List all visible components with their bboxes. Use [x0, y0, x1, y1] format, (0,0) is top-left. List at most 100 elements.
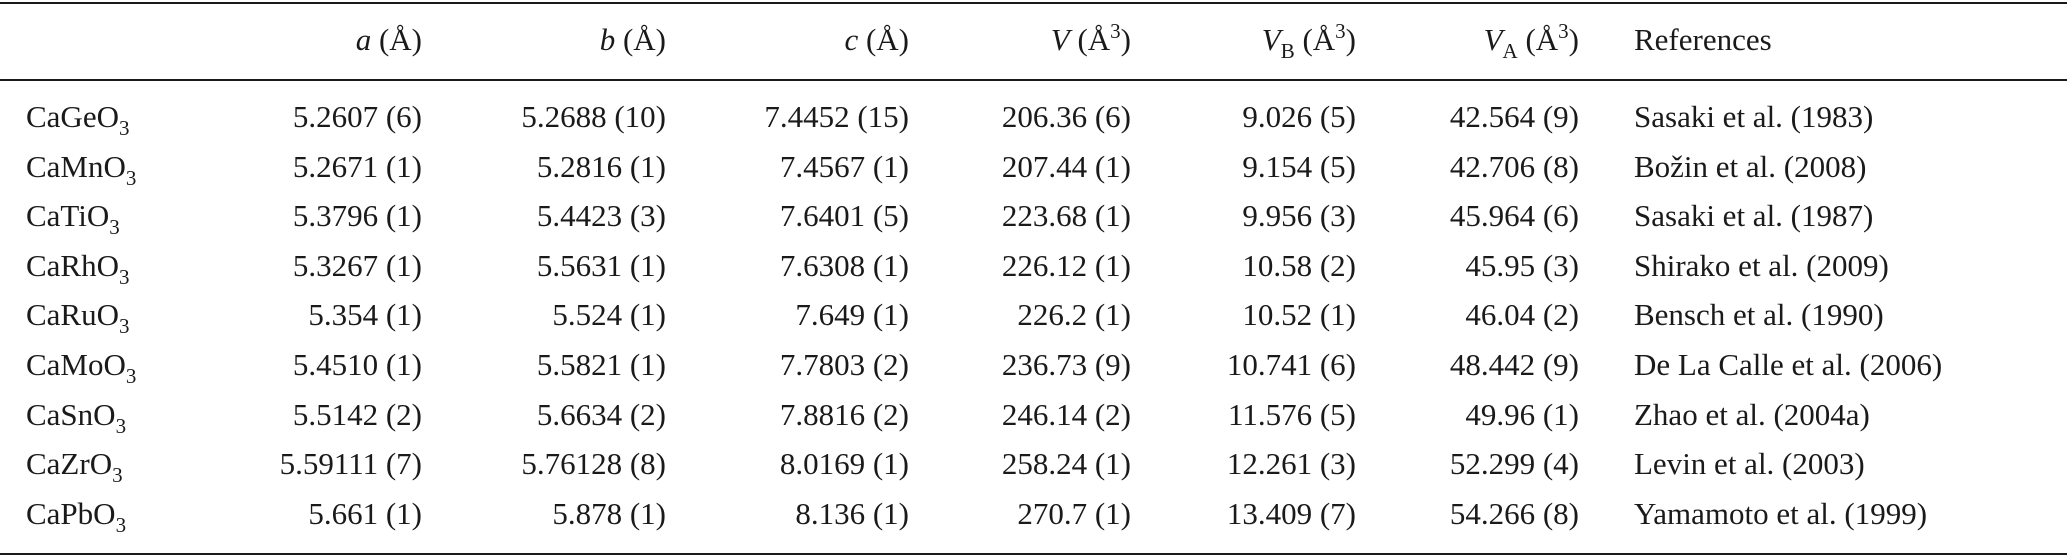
value-cell: 7.4567 (1) [779, 148, 909, 184]
text-segment: V [1483, 22, 1503, 57]
text-segment: CaGeO [26, 99, 119, 134]
reference-cell: Sasaki et al. (1983) [1634, 99, 1874, 134]
text-segment: (Å) [371, 22, 422, 57]
value-cell: 49.96 (1) [1465, 396, 1579, 432]
reference-cell: Božin et al. (2008) [1634, 148, 1867, 184]
text-segment: CaMoO [26, 347, 126, 382]
value-cell: 5.2816 (1) [536, 148, 666, 184]
value-cell: 5.5821 (1) [536, 347, 666, 382]
value-cell: 246.14 (2) [1001, 396, 1131, 432]
value-cell: 54.266 (8) [1449, 495, 1579, 531]
value-cell: 13.409 (7) [1226, 495, 1356, 531]
value-cell: 8.136 (1) [795, 495, 909, 531]
text-segment: b [599, 22, 616, 57]
text-segment: CaPbO [26, 495, 116, 531]
value-cell: 52.299 (4) [1449, 446, 1579, 482]
value-cell: 5.6634 (2) [536, 396, 666, 432]
value-cell: 7.6401 (5) [779, 198, 909, 234]
value-cell: 10.741 (6) [1226, 347, 1356, 382]
value-cell: 5.2671 (1) [292, 148, 422, 184]
text-segment: 3 [112, 463, 123, 488]
text-segment: ) [1120, 22, 1131, 57]
text-segment: 3 [115, 413, 127, 438]
text-segment: V [1050, 22, 1070, 57]
text-segment: CaZrO [26, 446, 113, 482]
text-segment: CaMnO [26, 148, 126, 184]
text-segment: (Å) [858, 22, 909, 57]
header-rule [0, 79, 2067, 81]
text-segment: 3 [119, 264, 130, 289]
text-segment: ) [1345, 22, 1356, 57]
text-segment: 3 [1110, 19, 1121, 43]
value-cell: 7.6308 (1) [779, 247, 909, 283]
value-cell: 45.95 (3) [1465, 247, 1579, 283]
reference-cell: Levin et al. (2003) [1634, 446, 1865, 482]
value-cell: 45.964 (6) [1449, 198, 1579, 234]
bottom-rule [0, 553, 2067, 555]
reference-cell: Bensch et al. (1990) [1634, 297, 1884, 333]
text-segment: c [844, 22, 859, 57]
value-cell: 11.576 (5) [1228, 396, 1356, 432]
value-cell: 8.0169 (1) [779, 446, 909, 482]
text-segment: 3 [115, 512, 127, 537]
value-cell: 7.7803 (2) [779, 347, 909, 382]
text-segment: CaRhO [26, 247, 119, 283]
top-rule [0, 2, 2067, 4]
text-segment: a [355, 22, 372, 57]
value-cell: 42.706 (8) [1449, 148, 1579, 184]
formula-cell: CaMnO3 [26, 147, 136, 190]
value-cell: 5.661 (1) [308, 495, 422, 531]
text-segment: 3 [1335, 19, 1346, 43]
value-cell: 226.2 (1) [1017, 297, 1131, 333]
text-segment: A [1502, 39, 1518, 63]
text-segment: CaTiO [26, 198, 110, 234]
text-segment: (Å [1294, 22, 1336, 57]
column-header: VA (Å3) [1483, 19, 1579, 63]
value-cell: 236.73 (9) [1001, 347, 1131, 382]
value-cell: 270.7 (1) [1017, 495, 1131, 531]
value-cell: 5.5142 (2) [292, 396, 422, 432]
value-cell: 9.154 (5) [1242, 148, 1356, 184]
value-cell: 5.3796 (1) [292, 198, 422, 234]
value-cell: 10.58 (2) [1242, 247, 1356, 283]
text-segment: CaSnO [26, 396, 116, 432]
formula-cell: CaRhO3 [26, 246, 130, 289]
value-cell: 42.564 (9) [1449, 99, 1579, 134]
column-header: VB (Å3) [1261, 19, 1356, 63]
column-header: References [1634, 20, 1772, 60]
value-cell: 46.04 (2) [1465, 297, 1579, 333]
column-header: a (Å) [356, 20, 422, 60]
value-cell: 7.8816 (2) [779, 396, 909, 432]
value-cell: 5.5631 (1) [536, 247, 666, 283]
value-cell: 5.2607 (6) [292, 99, 422, 134]
text-segment: B [1280, 39, 1295, 63]
text-segment: (Å) [615, 22, 666, 57]
value-cell: 48.442 (9) [1449, 347, 1579, 382]
text-segment: 3 [1558, 19, 1569, 43]
text-segment: References [1634, 22, 1772, 57]
formula-cell: CaGeO3 [26, 97, 129, 140]
formula-cell: CaMoO3 [26, 345, 136, 388]
value-cell: 12.261 (3) [1226, 446, 1356, 482]
text-segment: (Å [1069, 22, 1111, 57]
value-cell: 5.878 (1) [552, 495, 666, 531]
value-cell: 5.524 (1) [552, 297, 666, 333]
value-cell: 5.2688 (10) [521, 99, 666, 134]
formula-cell: CaSnO3 [26, 395, 126, 438]
value-cell: 5.76128 (8) [521, 446, 666, 482]
value-cell: 7.649 (1) [795, 297, 909, 333]
text-segment: 3 [125, 165, 137, 190]
text-segment: CaRuO [26, 297, 119, 333]
text-segment: V [1261, 22, 1281, 57]
value-cell: 7.4452 (15) [764, 99, 909, 134]
value-cell: 207.44 (1) [1001, 148, 1131, 184]
value-cell: 258.24 (1) [1001, 446, 1131, 482]
column-header: V (Å3) [1050, 19, 1131, 63]
value-cell: 5.4423 (3) [536, 198, 666, 234]
value-cell: 5.3267 (1) [292, 247, 422, 283]
formula-cell: CaPbO3 [26, 494, 126, 537]
formula-cell: CaZrO3 [26, 444, 123, 487]
value-cell: 5.354 (1) [308, 297, 422, 333]
reference-cell: Zhao et al. (2004a) [1634, 396, 1870, 432]
